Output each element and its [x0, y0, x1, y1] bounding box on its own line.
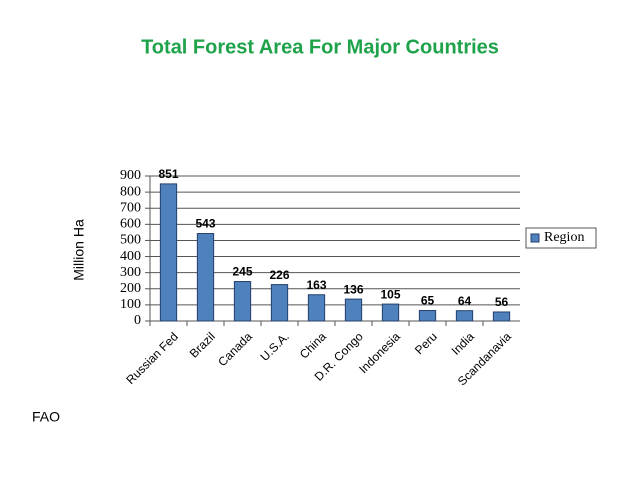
- value-label: 163: [306, 278, 326, 292]
- y-tick-label: 700: [120, 200, 141, 215]
- x-tick-label: Indonesia: [356, 329, 403, 376]
- y-tick-label: 0: [134, 313, 141, 328]
- bar: [344, 298, 363, 322]
- y-tick-label: 300: [120, 265, 141, 280]
- value-label: 64: [458, 294, 472, 308]
- value-label: 56: [495, 295, 509, 309]
- bar: [233, 281, 252, 322]
- bar: [455, 310, 474, 322]
- value-label: 245: [232, 265, 252, 279]
- y-tick-label: 200: [120, 281, 141, 296]
- y-axis-label: Million Ha: [71, 219, 87, 281]
- legend-swatch: [530, 233, 540, 243]
- value-label: 851: [158, 167, 178, 181]
- bar: [307, 294, 326, 322]
- bar: [270, 284, 289, 322]
- x-tick-label: U.S.A.: [257, 329, 291, 363]
- x-tick-label: Brazil: [187, 329, 218, 360]
- x-tick-label: China: [297, 329, 329, 361]
- y-tick-label: 500: [120, 233, 141, 248]
- legend-frame: [525, 227, 597, 249]
- legend-label: Region: [544, 230, 584, 245]
- bar: [418, 310, 437, 322]
- x-tick-label: Canada: [215, 329, 255, 369]
- y-tick-label: 600: [120, 217, 141, 232]
- x-tick-label: India: [449, 329, 478, 358]
- value-label: 226: [269, 268, 289, 282]
- y-tick-label: 900: [120, 168, 141, 183]
- chart-title: Total Forest Area For Major Countries: [141, 36, 499, 58]
- y-tick-label: 100: [120, 297, 141, 312]
- x-tick-label: Peru: [412, 329, 440, 357]
- y-tick-label: 400: [120, 249, 141, 264]
- value-label: 65: [421, 294, 435, 308]
- x-tick-label: Russian Fed: [123, 329, 181, 387]
- source-note: FAO: [32, 409, 60, 425]
- bar: [381, 303, 400, 322]
- value-label: 105: [380, 287, 400, 301]
- value-label: 136: [343, 282, 363, 296]
- bar: [159, 183, 178, 322]
- y-tick-label: 800: [120, 184, 141, 199]
- value-label: 543: [195, 217, 215, 231]
- bar: [196, 233, 215, 322]
- bar: [492, 311, 511, 322]
